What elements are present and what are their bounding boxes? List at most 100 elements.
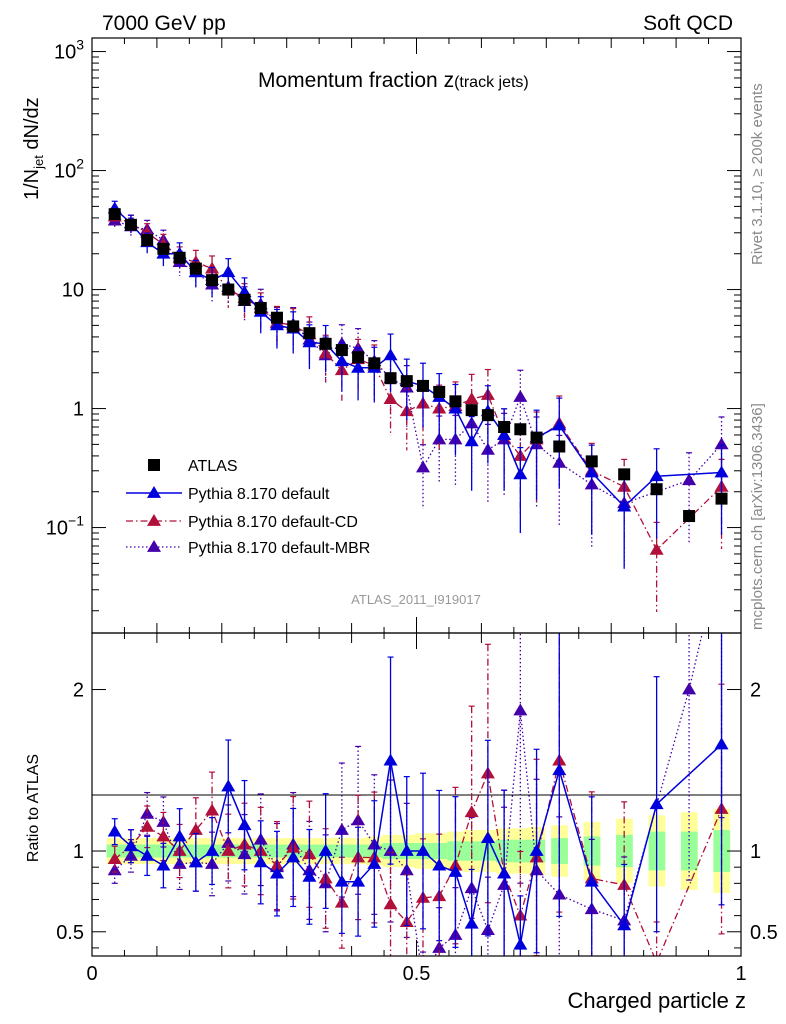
- legend-marker: [147, 540, 161, 552]
- ratio-point: [188, 823, 203, 835]
- data-point: [335, 344, 348, 357]
- data-point: [302, 335, 317, 348]
- ratio-point: [464, 916, 479, 929]
- plot-title: Momentum fraction z(track jets): [258, 69, 529, 92]
- ratio-point: [584, 874, 599, 887]
- ratio-point: [682, 682, 697, 695]
- data-point: [189, 262, 202, 275]
- data-point: [157, 242, 170, 255]
- data-point: [351, 360, 366, 373]
- data-point: [433, 385, 446, 398]
- ratio-point: [172, 829, 187, 842]
- ratio-point: [513, 937, 528, 950]
- main-panel-series: [107, 200, 729, 613]
- data-point: [124, 218, 137, 231]
- ratio-point: [107, 863, 122, 876]
- x-axis-label: Charged particle z: [567, 988, 746, 1013]
- main-y-tick-label: 1: [73, 399, 84, 421]
- data-point: [617, 499, 632, 512]
- ratio-y-tick-label: 0.5: [56, 922, 84, 944]
- ratio-y-tick-label-right: 2: [750, 680, 761, 702]
- ratio-point: [205, 803, 220, 816]
- ratio-point: [237, 818, 252, 831]
- ratio-point: [156, 814, 171, 827]
- header-category-label: Soft QCD: [643, 12, 733, 35]
- data-point: [497, 427, 512, 440]
- legend-marker: [148, 459, 160, 471]
- data-point: [352, 351, 365, 364]
- main-y-tick-label: 103: [54, 37, 84, 64]
- ratio-point: [497, 866, 512, 879]
- data-point: [206, 274, 219, 287]
- data-point: [287, 320, 300, 333]
- data-point: [715, 492, 728, 505]
- data-point: [384, 372, 397, 385]
- ratio-point: [714, 737, 729, 750]
- main-y-tick-label: 10: [62, 280, 84, 302]
- series-atlas: [108, 208, 728, 523]
- ratio-point: [156, 829, 171, 842]
- data-point: [498, 420, 511, 433]
- ratio-point: [123, 839, 138, 852]
- data-point: [319, 337, 332, 350]
- ratio-point: [107, 852, 122, 864]
- data-point: [368, 357, 381, 370]
- ratio-point: [399, 844, 414, 856]
- ratio-point: [383, 897, 398, 910]
- ratio-point: [156, 858, 171, 871]
- ratio-point: [656, 955, 657, 956]
- data-point: [173, 251, 186, 264]
- ratio-y-axis-label: Ratio to ATLAS: [25, 754, 42, 862]
- legend-marker: [147, 486, 161, 498]
- data-point: [584, 465, 599, 478]
- data-point: [683, 510, 696, 523]
- ratio-point: [221, 835, 236, 848]
- data-point: [141, 234, 154, 247]
- ratio-point: [617, 918, 632, 931]
- ratio-y-tick-label-right: 0.5: [750, 922, 778, 944]
- legend-marker: [147, 514, 161, 526]
- ratio-point: [432, 858, 447, 871]
- ratio-point: [269, 866, 284, 879]
- ratio-point: [383, 753, 398, 766]
- data-point: [530, 431, 543, 444]
- data-point: [449, 395, 462, 408]
- data-point: [464, 392, 479, 405]
- data-point: [270, 311, 283, 324]
- data-point: [221, 265, 236, 278]
- data-point: [400, 375, 413, 388]
- legend-label: Pythia 8.170 default-MBR: [188, 540, 370, 557]
- rivet-version-label: Rivet 3.1.10, ≥ 200k events: [749, 83, 766, 265]
- ratio-point: [318, 844, 333, 856]
- main-y-tick-label: 102: [54, 156, 84, 183]
- data-point: [383, 348, 398, 361]
- ratio-point: [221, 779, 236, 792]
- ratio-point: [334, 823, 349, 835]
- ratio-point: [286, 850, 301, 863]
- legend-entry-atlas: ATLAS: [148, 458, 238, 475]
- data-point: [464, 434, 479, 447]
- ratio-panel-series: [107, 544, 729, 956]
- data-point: [649, 469, 664, 482]
- legend-label: Pythia 8.170 default: [188, 486, 330, 503]
- ratio-point: [715, 544, 729, 556]
- data-point: [465, 404, 478, 417]
- legend-label: Pythia 8.170 default-CD: [188, 514, 358, 531]
- data-point: [552, 418, 567, 431]
- data-point: [481, 409, 494, 422]
- header-energy-label: 7000 GeV pp: [102, 12, 226, 35]
- legend-entry-default: Pythia 8.170 default: [126, 486, 330, 503]
- ratio-point: [334, 874, 349, 887]
- ratio-point: [513, 703, 528, 716]
- ratio-point: [351, 813, 366, 826]
- x-tick-label: 0.5: [403, 963, 431, 985]
- data-point: [714, 465, 729, 478]
- ratio-line: [114, 633, 703, 956]
- data-point: [650, 483, 663, 496]
- ratio-point: [188, 855, 203, 868]
- data-point: [514, 423, 527, 436]
- ratio-panel-frame: [91, 632, 742, 957]
- ratio-band-inner-bin: [463, 841, 481, 861]
